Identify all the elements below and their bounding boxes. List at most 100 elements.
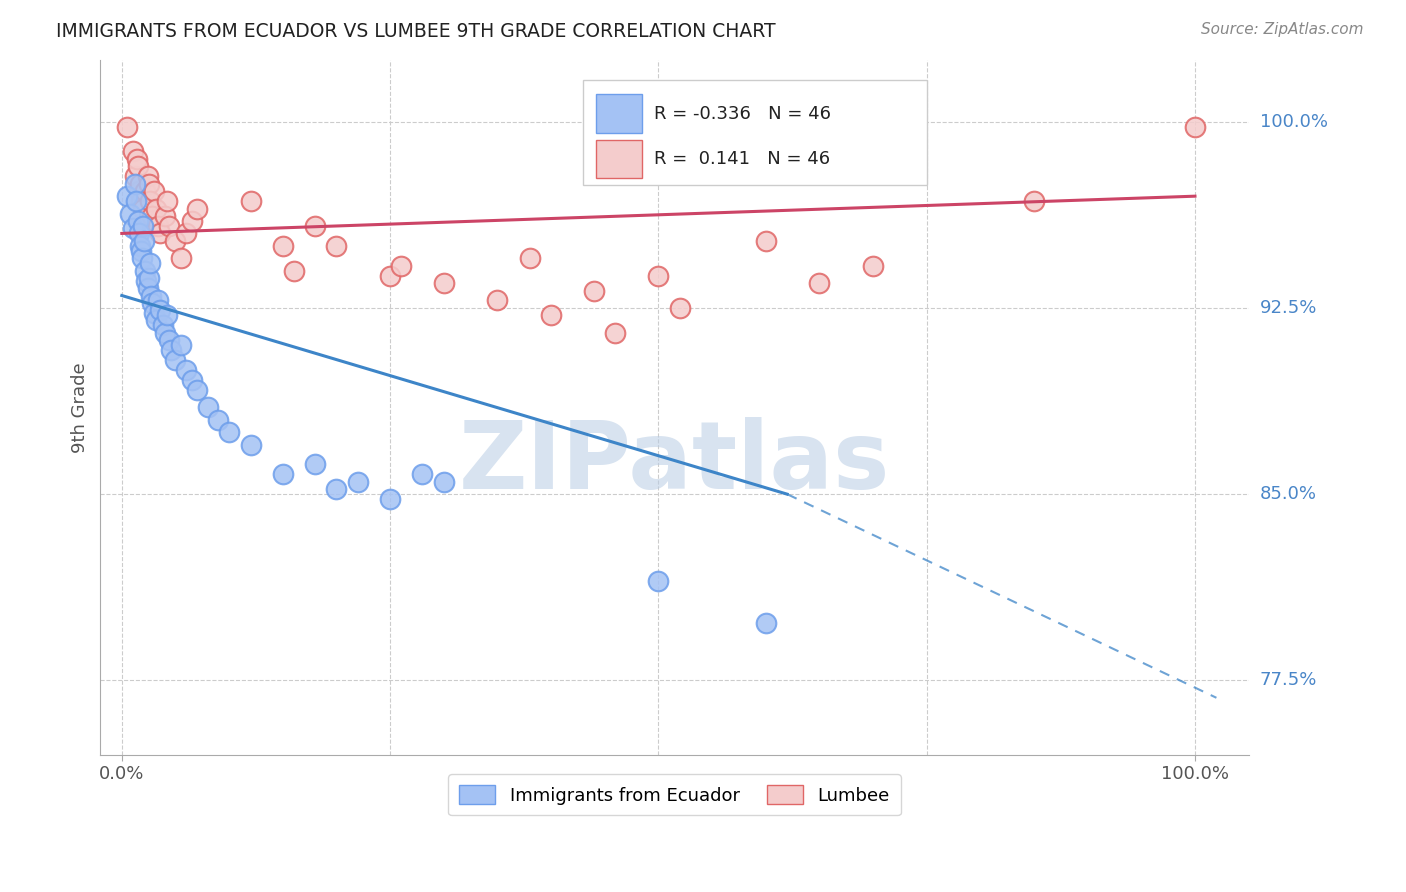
Point xyxy=(170,338,193,352)
Text: 77.5%: 77.5% xyxy=(1260,672,1317,690)
Y-axis label: 9th Grade: 9th Grade xyxy=(72,362,89,452)
Point xyxy=(647,574,669,588)
Point xyxy=(157,333,180,347)
Point xyxy=(180,373,202,387)
Point xyxy=(378,492,401,507)
Point xyxy=(134,184,156,198)
Point xyxy=(433,475,456,489)
Point xyxy=(136,281,159,295)
Text: R =  0.141   N = 46: R = 0.141 N = 46 xyxy=(654,150,830,168)
Point xyxy=(121,145,143,159)
Point xyxy=(207,412,229,426)
Point xyxy=(170,252,193,266)
Point xyxy=(132,219,155,233)
Point xyxy=(389,259,412,273)
FancyBboxPatch shape xyxy=(596,139,643,178)
Point xyxy=(433,276,456,290)
Point xyxy=(165,234,187,248)
Point xyxy=(582,284,605,298)
Point xyxy=(138,271,160,285)
Point xyxy=(540,309,562,323)
Point xyxy=(519,252,541,266)
Point xyxy=(145,313,167,327)
Point xyxy=(134,234,156,248)
Point xyxy=(134,263,156,277)
Point xyxy=(271,239,294,253)
Point xyxy=(153,209,176,223)
Point xyxy=(128,227,150,241)
Point xyxy=(149,303,172,318)
Point xyxy=(304,219,326,233)
Point xyxy=(160,343,183,358)
Point xyxy=(271,467,294,482)
Point xyxy=(138,256,160,270)
Point xyxy=(755,616,778,631)
Point xyxy=(218,425,240,439)
Point xyxy=(347,475,370,489)
Text: 92.5%: 92.5% xyxy=(1260,299,1317,317)
Point xyxy=(127,160,149,174)
Point xyxy=(486,293,509,308)
Point xyxy=(129,194,152,208)
Point xyxy=(135,274,157,288)
Point xyxy=(128,184,150,198)
Point xyxy=(165,353,187,368)
Point xyxy=(647,268,669,283)
Point xyxy=(125,194,148,208)
Point xyxy=(125,152,148,166)
Point xyxy=(153,326,176,340)
Point xyxy=(239,437,262,451)
FancyBboxPatch shape xyxy=(582,80,927,185)
Point xyxy=(115,189,138,203)
Point xyxy=(132,202,155,216)
Point xyxy=(148,219,170,233)
Point xyxy=(304,458,326,472)
Point xyxy=(143,306,166,320)
Point xyxy=(152,318,174,333)
Point xyxy=(156,194,179,208)
Point xyxy=(121,221,143,235)
Point xyxy=(239,194,262,208)
Point xyxy=(129,244,152,258)
Point xyxy=(120,206,142,220)
Text: 100.0%: 100.0% xyxy=(1260,112,1327,131)
Point xyxy=(174,227,197,241)
Point xyxy=(115,120,138,134)
Point xyxy=(669,301,692,315)
Point xyxy=(138,194,160,208)
Text: 85.0%: 85.0% xyxy=(1260,485,1317,503)
Point xyxy=(197,401,219,415)
Point xyxy=(186,202,208,216)
Point xyxy=(136,169,159,184)
FancyBboxPatch shape xyxy=(596,95,643,133)
Point xyxy=(129,239,152,253)
Point xyxy=(124,177,146,191)
Point xyxy=(755,234,778,248)
Point xyxy=(149,227,172,241)
Point xyxy=(138,177,160,191)
Point xyxy=(127,214,149,228)
Point xyxy=(141,209,163,223)
Text: ZIPatlas: ZIPatlas xyxy=(458,417,890,508)
Point xyxy=(1184,120,1206,134)
Text: R = -0.336   N = 46: R = -0.336 N = 46 xyxy=(654,105,831,123)
Point xyxy=(156,309,179,323)
Point xyxy=(808,276,831,290)
Text: Source: ZipAtlas.com: Source: ZipAtlas.com xyxy=(1201,22,1364,37)
Point xyxy=(139,288,162,302)
Point xyxy=(129,177,152,191)
Point xyxy=(157,219,180,233)
Point xyxy=(411,467,433,482)
Point xyxy=(186,383,208,397)
Point xyxy=(124,169,146,184)
Point xyxy=(283,263,305,277)
Point xyxy=(145,202,167,216)
Point xyxy=(1022,194,1045,208)
Point xyxy=(325,239,347,253)
Point xyxy=(378,268,401,283)
Point xyxy=(148,293,170,308)
Point xyxy=(174,363,197,377)
Point xyxy=(605,326,627,340)
Point xyxy=(325,482,347,496)
Text: IMMIGRANTS FROM ECUADOR VS LUMBEE 9TH GRADE CORRELATION CHART: IMMIGRANTS FROM ECUADOR VS LUMBEE 9TH GR… xyxy=(56,22,776,41)
